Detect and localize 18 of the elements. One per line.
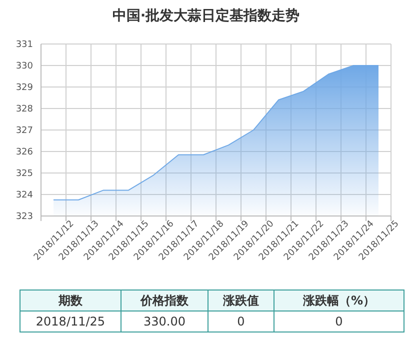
y-tick-label: 327 (16, 126, 33, 136)
y-tick-label: 326 (16, 148, 34, 158)
text: 涨跌幅（%） (302, 294, 376, 308)
y-tick-label: 328 (16, 104, 34, 115)
y-tick-label: 331 (16, 40, 33, 50)
text: 0 (237, 314, 245, 329)
chart-title: 中国·批发大蒜日定基指数走势 (112, 7, 300, 24)
text: 2018/11/25 (36, 314, 106, 329)
y-tick-label: 323 (16, 212, 33, 222)
y-tick-label: 324 (16, 190, 34, 201)
text: 涨跌值 (222, 294, 259, 308)
text: 价格指数 (140, 294, 190, 308)
text: 期数 (58, 294, 84, 308)
text: 0 (335, 314, 343, 329)
y-tick-label: 330 (16, 62, 34, 72)
y-tick-label: 325 (16, 169, 33, 180)
y-tick-label: 329 (16, 83, 34, 94)
text: 330.00 (144, 314, 186, 329)
